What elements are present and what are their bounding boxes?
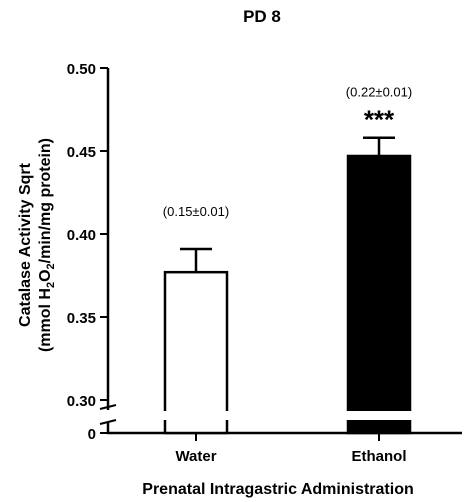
significance-marker: *** (364, 105, 395, 135)
y-axis: 0.30 0.35 0.40 0.45 0.50 0 (67, 61, 117, 443)
value-annotation: (0.15±0.01) (163, 204, 229, 219)
value-annotation: (0.22±0.01) (346, 85, 412, 100)
y-axis-label-sub2: 2 (45, 263, 57, 269)
y-tick-label: 0.45 (67, 144, 96, 161)
x-tick-label-water: Water (175, 448, 216, 465)
y-tick-label-zero: 0 (88, 426, 96, 443)
x-tick-label-ethanol: Ethanol (352, 448, 407, 465)
y-axis-label-sub1: 2 (45, 282, 57, 288)
y-axis-break-mark-top (99, 404, 117, 410)
bar-ethanol (346, 154, 412, 435)
bar-water (163, 270, 229, 435)
y-axis-label-prefix: (mmol H (37, 288, 54, 352)
y-axis-label-line1: Catalase Activity Sqrt (17, 162, 34, 327)
y-axis-label-mid: O (37, 269, 54, 281)
y-axis-label-suffix: /min/mg protein) (37, 138, 54, 263)
y-axis-break-mark-bottom (99, 419, 117, 425)
bar-break-gap (346, 411, 412, 420)
y-tick-label: 0.35 (67, 310, 96, 327)
y-tick-label: 0.40 (67, 227, 96, 244)
y-tick-label: 0.30 (67, 393, 96, 410)
x-axis-label: Prenatal Intragastric Administration (142, 481, 413, 498)
y-axis-label-line2: (mmol H2O2/min/mg protein) (37, 138, 57, 352)
bars-group: (0.15±0.01) (0.22±0.01) *** (163, 85, 412, 435)
bar-break-gap (163, 411, 229, 420)
chart-title: PD 8 (243, 7, 281, 26)
y-tick-label: 0.50 (67, 61, 96, 78)
